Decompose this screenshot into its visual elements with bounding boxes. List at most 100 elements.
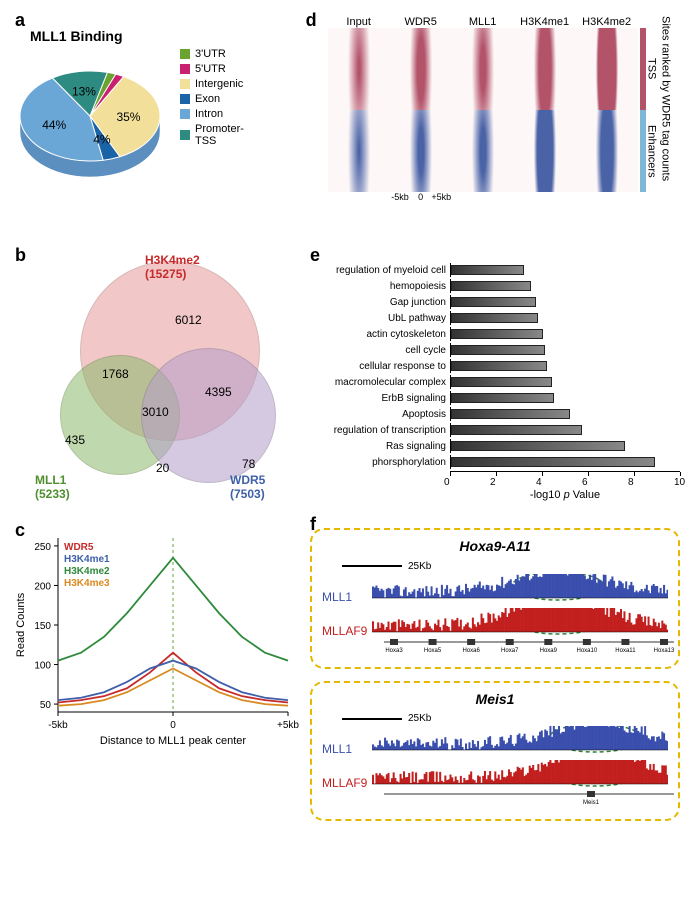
heatmap-col-label: Input (328, 16, 390, 28)
xaxis-tick-label: 0 (444, 477, 450, 488)
track-name: MLLAF9 (322, 776, 372, 790)
legend-item: Exon (180, 93, 244, 105)
bar-row: regulation of myeloid cell (310, 263, 680, 277)
bar-label: UbL pathway (310, 313, 450, 324)
svg-text:Hoxa10: Hoxa10 (577, 648, 598, 654)
svg-text:Hoxa5: Hoxa5 (424, 648, 442, 654)
venn-text: 6012 (175, 313, 202, 327)
heatmap-col-label: WDR5 (390, 16, 452, 28)
bar-row: Gap junction (310, 295, 680, 309)
heatmap-xtick: -5kb (390, 192, 411, 202)
legend-swatch (180, 79, 190, 89)
panel-f-label: f (310, 514, 316, 535)
bar-row: cell cycle (310, 343, 680, 357)
pie-chart: 35%4%44%13% (10, 48, 180, 178)
venn-text: 4395 (205, 385, 232, 399)
bar-label: Gap junction (310, 297, 450, 308)
heatmap-row-label: Enhancers (646, 110, 658, 192)
svg-text:+5kb: +5kb (277, 720, 299, 731)
scale-line (342, 565, 402, 567)
svg-text:0: 0 (170, 720, 176, 731)
track-title: Meis1 (322, 691, 668, 707)
legend-swatch (180, 64, 190, 74)
bar-row: regulation of transcription (310, 423, 680, 437)
legend-swatch (180, 49, 190, 59)
pie-slice-label: 4% (93, 133, 111, 147)
svg-text:Hoxa11: Hoxa11 (615, 648, 636, 654)
bar-fill (451, 313, 538, 323)
panel-d-label: d (306, 10, 317, 31)
xaxis-tick-label: 6 (582, 477, 588, 488)
panel-b: b H3K4me2(15275)MLL1(5233)WDR5(7503)6012… (10, 245, 310, 515)
heatmap-cell (514, 28, 576, 110)
bar-row: macromolecular complex (310, 375, 680, 389)
heatmap-cell (514, 110, 576, 192)
panel-a-label: a (15, 10, 25, 31)
bar-fill (451, 377, 552, 387)
bar-label: cellular response to (310, 361, 450, 372)
legend-item: Promoter- TSS (180, 123, 244, 147)
panel-a: a MLL1 Binding 35%4%44%13% 3'UTR5'UTRInt… (10, 10, 306, 205)
legend-item: Intron (180, 108, 244, 120)
heatmap-cell (452, 28, 514, 110)
svg-text:Hoxa9: Hoxa9 (540, 648, 558, 654)
venn-text: 3010 (142, 405, 169, 419)
venn-text: WDR5(7503) (230, 473, 265, 501)
bar-fill (451, 281, 531, 291)
line-legend-item: WDR5 (64, 542, 94, 553)
bar-label: regulation of myeloid cell (310, 265, 450, 276)
legend-text: 5'UTR (195, 63, 226, 75)
track-title: Hoxa9-A11 (322, 538, 668, 554)
svg-text:Read Counts: Read Counts (15, 592, 27, 657)
svg-text:-5kb: -5kb (48, 720, 68, 731)
panel-c-label: c (15, 520, 25, 541)
panel-e: e regulation of myeloid cellhemopoiesisG… (310, 245, 680, 515)
panel-f: f Hoxa9-A1125KbMLL1MLLAF9Hoxa3Hoxa5Hoxa6… (310, 520, 680, 833)
panel-a-title: MLL1 Binding (30, 28, 306, 44)
xaxis-tick-label: 10 (674, 477, 685, 488)
bar-chart: regulation of myeloid cellhemopoiesisGap… (310, 263, 680, 469)
heatmap-grid: InputWDR5MLL1H3K4me1H3K4me2TSSEnhancers-… (328, 16, 658, 202)
heatmap-row-label: TSS (646, 28, 658, 110)
panel-e-xaxis: 0246810 (450, 471, 680, 472)
bar-fill (451, 329, 543, 339)
venn-text: 78 (242, 457, 255, 471)
bar-row: Apoptosis (310, 407, 680, 421)
pie-slice-label: 13% (72, 85, 96, 99)
heatmap-cell (390, 28, 452, 110)
legend-text: Promoter- TSS (195, 123, 244, 147)
track-svg (372, 608, 668, 638)
svg-text:250: 250 (34, 542, 51, 553)
track-svg (372, 760, 668, 790)
bar-row: phorsphorylation (310, 455, 680, 469)
pie-slice-label: 44% (42, 118, 66, 132)
bar-label: ErbB signaling (310, 393, 450, 404)
line-legend-item: H3K4me2 (64, 566, 110, 577)
xaxis-tick-label: 2 (490, 477, 496, 488)
venn-text: H3K4me2(15275) (145, 253, 200, 281)
bar-fill (451, 441, 625, 451)
gene-annotation: Meis1 (374, 790, 684, 806)
figure: a MLL1 Binding 35%4%44%13% 3'UTR5'UTRInt… (0, 0, 697, 843)
heatmap-xtick: +5kb (431, 192, 452, 202)
legend-text: Exon (195, 93, 220, 105)
scale-text: 25Kb (408, 713, 431, 724)
svg-text:Hoxa7: Hoxa7 (501, 648, 519, 654)
bar-label: regulation of transcription (310, 425, 450, 436)
bar-row: Ras signaling (310, 439, 680, 453)
bar-row: cellular response to (310, 359, 680, 373)
svg-text:100: 100 (34, 661, 51, 672)
legend-swatch (180, 130, 190, 140)
scale-line (342, 718, 402, 720)
svg-text:Meis1: Meis1 (583, 800, 600, 806)
panel-e-label: e (310, 245, 320, 266)
bar-label: cell cycle (310, 345, 450, 356)
xaxis-tick-label: 4 (536, 477, 542, 488)
heatmap-side-label: Sites ranked by WDR5 tag counts (660, 16, 672, 181)
bar-fill (451, 457, 655, 467)
legend-item: 5'UTR (180, 63, 244, 75)
bar-row: ErbB signaling (310, 391, 680, 405)
track-name: MLL1 (322, 590, 372, 604)
legend-text: Intron (195, 108, 223, 120)
bar-row: UbL pathway (310, 311, 680, 325)
